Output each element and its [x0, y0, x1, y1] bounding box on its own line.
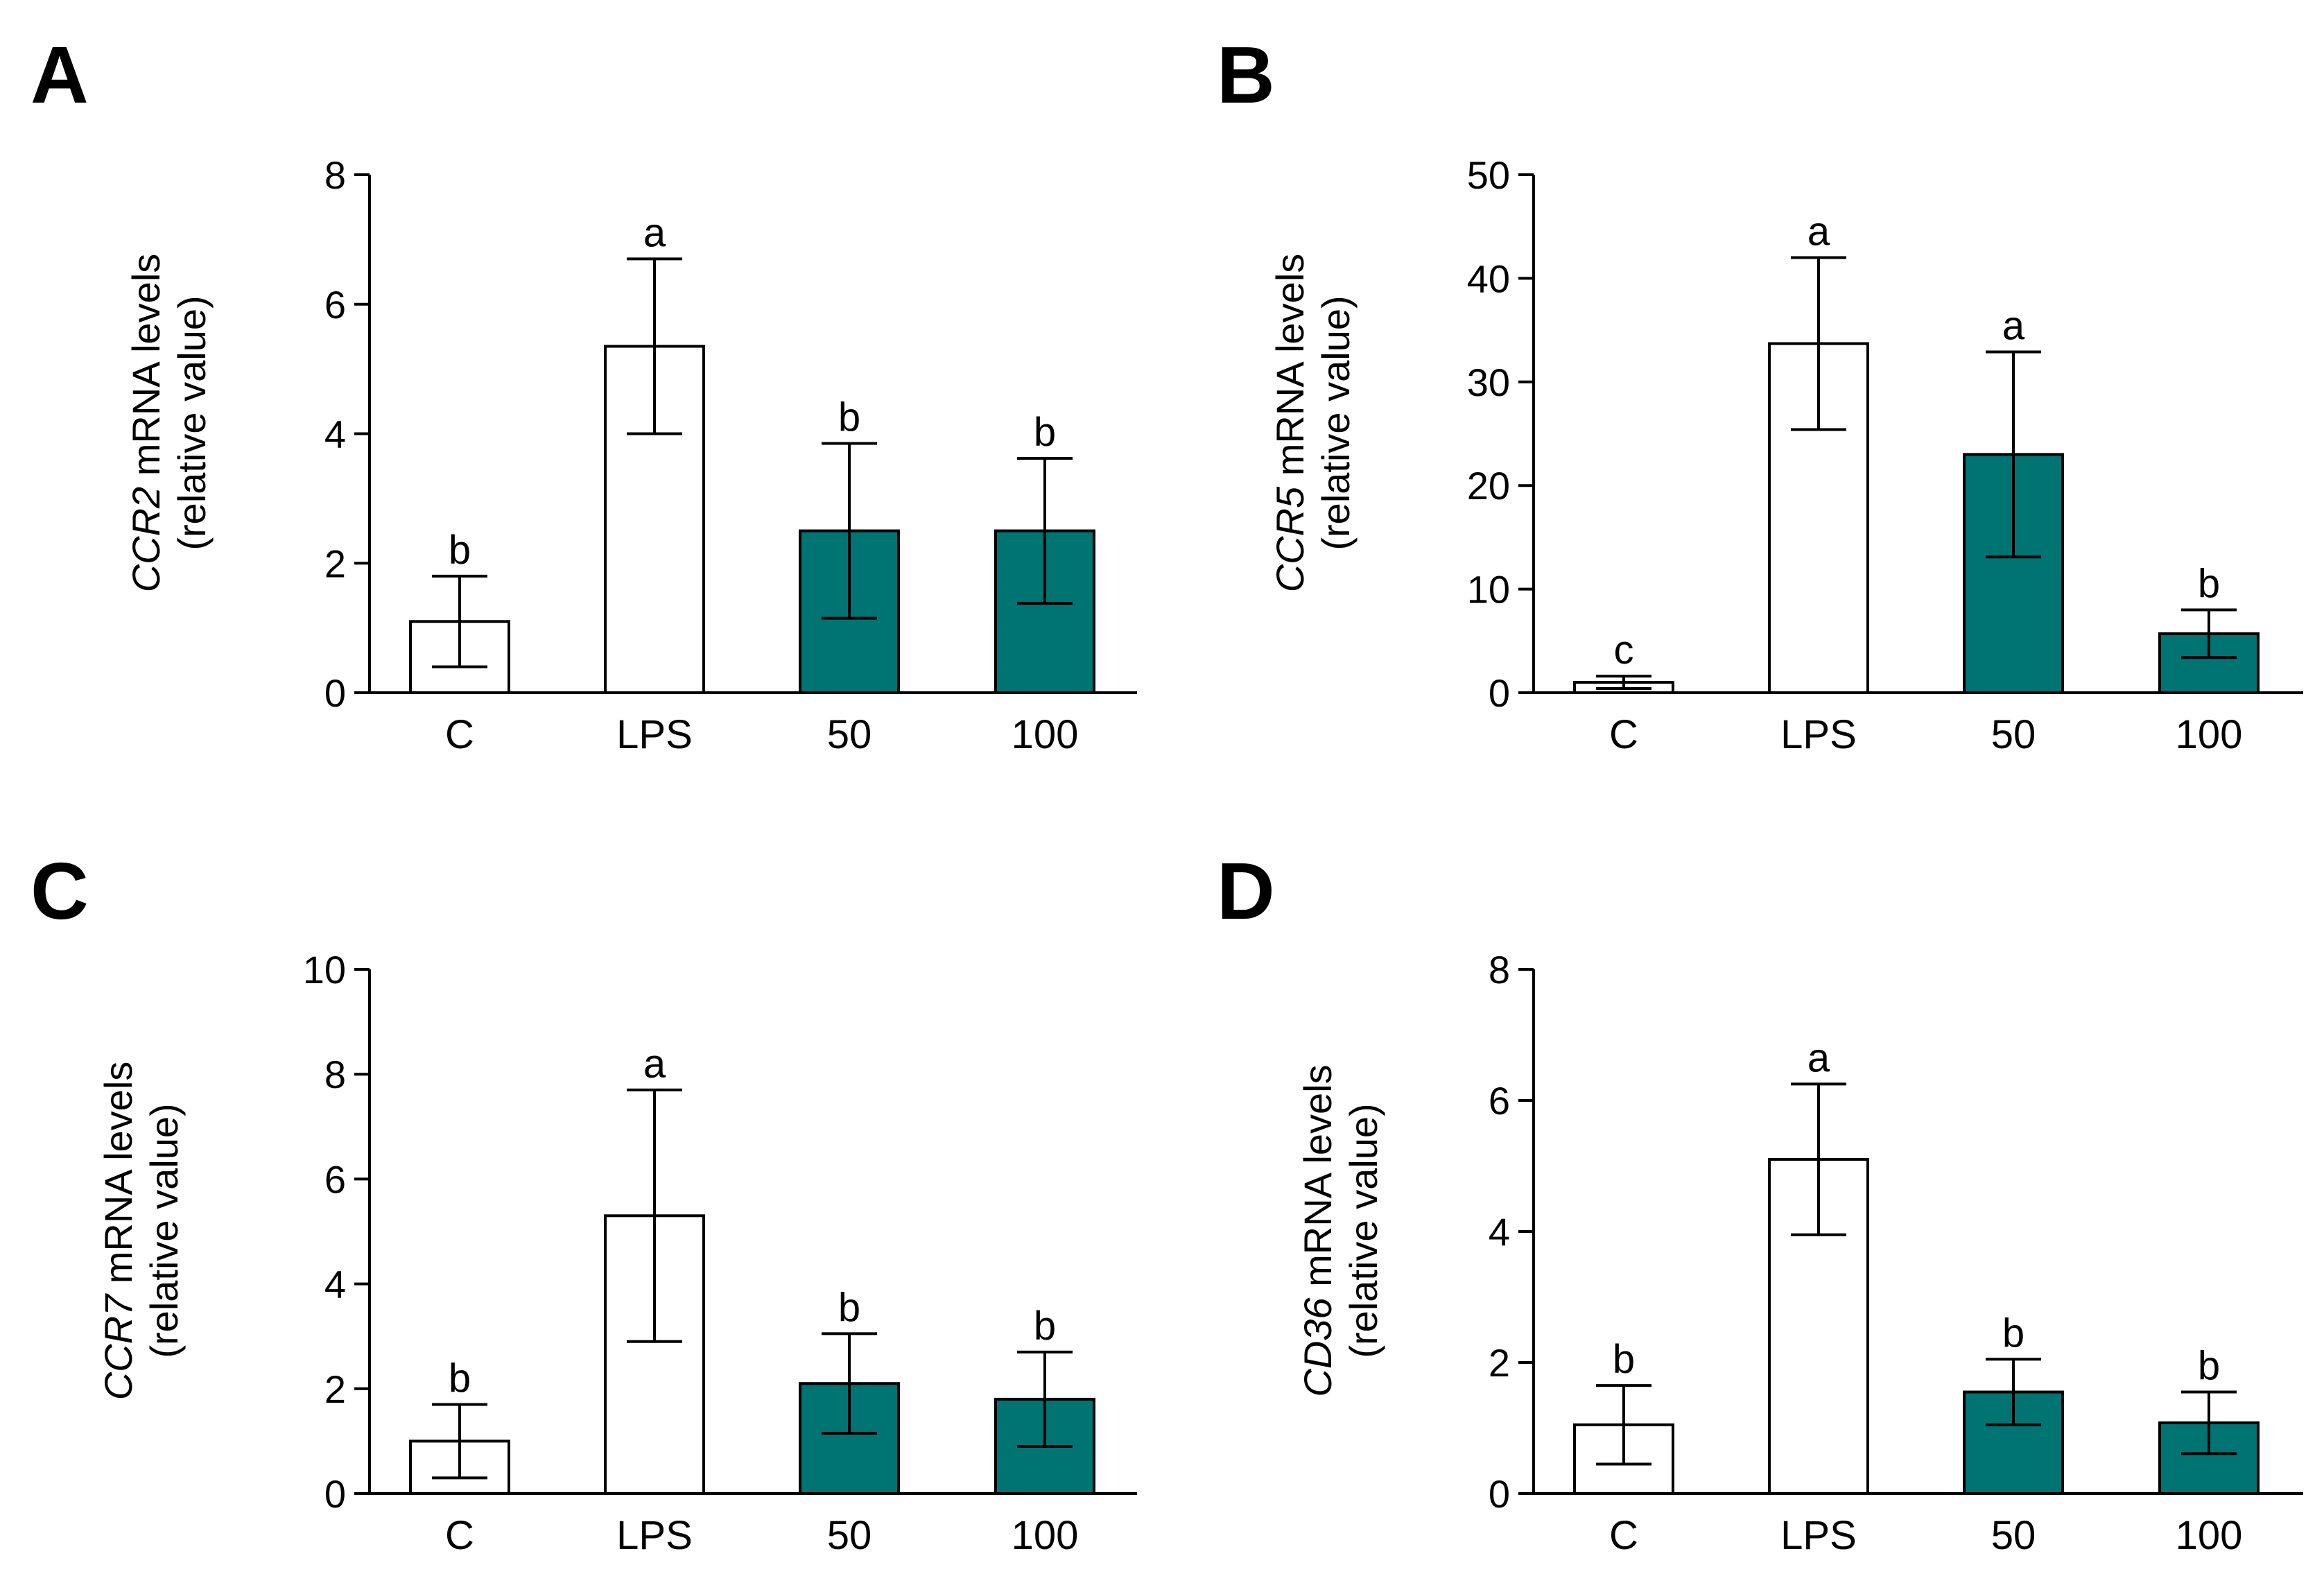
y-tick-label: 0 [324, 671, 346, 715]
y-tick-label: 8 [324, 153, 346, 197]
panel-letter: A [31, 30, 89, 120]
x-tick-label: LPS [1780, 1513, 1857, 1558]
y-tick-label: 6 [1489, 1079, 1510, 1123]
y-axis-title-line2: (relative value) [170, 295, 214, 550]
panel-letter: B [1217, 30, 1275, 120]
y-axis-title-rest: mRNA levels [1296, 1064, 1339, 1297]
chart-panel-a: A CCR2 mRNA levels (relative value) 0 2 4 6 8 b C… [31, 30, 1137, 757]
significance-letter: c [1614, 628, 1634, 673]
y-axis-title-line1: CCR5 mRNA levels [1268, 254, 1312, 593]
significance-letter: b [2198, 1344, 2220, 1389]
chart-panel-c: C CCR7 mRNA levels (relative value) 0 2 4 6 8 10… [31, 846, 1137, 1558]
x-tick-label: 100 [2176, 712, 2243, 757]
x-tick-label: 50 [1991, 1513, 2036, 1558]
significance-letter: b [449, 1356, 471, 1401]
chart-panel-b: B CCR5 mRNA levels (relative value) 0 10 20 30… [1217, 30, 2303, 757]
chart-panel-d: D CD36 mRNA levels (relative value) 0 2 4 6 8 b C… [1217, 846, 2303, 1558]
panel-letter: D [1217, 846, 1275, 936]
y-tick-label: 6 [324, 1157, 346, 1201]
y-axis-title-line1: CCR7 mRNA levels [96, 1062, 140, 1401]
significance-letter: a [643, 210, 666, 255]
x-tick-label: 50 [827, 1513, 872, 1558]
y-axis-title: CCR5 mRNA levels (relative value) [1268, 254, 1358, 593]
x-tick-label: C [1609, 712, 1638, 757]
y-tick-label: 10 [1467, 568, 1510, 612]
y-tick-label: 20 [1467, 464, 1510, 508]
x-tick-label: C [1609, 1513, 1638, 1558]
panel-letter: C [31, 846, 89, 936]
significance-letter: b [2002, 1311, 2024, 1356]
x-tick-label: LPS [1780, 712, 1857, 757]
y-tick-label: 8 [324, 1053, 346, 1096]
y-axis-title-line2: (relative value) [142, 1103, 186, 1358]
y-axis-title: CCR2 mRNA levels (relative value) [124, 254, 214, 593]
significance-letter: b [1034, 1304, 1056, 1349]
x-tick-label: 100 [1012, 1513, 1079, 1558]
y-tick-label: 30 [1467, 361, 1510, 404]
gene-name: CCR5 [1268, 486, 1312, 592]
x-tick-label: 100 [2176, 1513, 2243, 1558]
y-tick-label: 40 [1467, 257, 1510, 300]
y-axis-title-rest: mRNA levels [96, 1062, 140, 1295]
y-tick-label: 50 [1467, 153, 1510, 197]
x-tick-label: 50 [1991, 712, 2036, 757]
y-tick-label: 0 [324, 1472, 346, 1516]
x-tick-label: C [445, 1513, 474, 1558]
gene-name: CD36 [1296, 1297, 1339, 1397]
significance-letter: b [449, 528, 471, 573]
y-tick-label: 8 [1489, 948, 1510, 992]
y-axis-title-line2: (relative value) [1342, 1103, 1385, 1358]
y-tick-label: 4 [1489, 1210, 1510, 1254]
gene-name: CCR7 [96, 1293, 140, 1400]
y-axis-title-rest: mRNA levels [124, 254, 168, 487]
y-tick-label: 6 [324, 283, 346, 327]
significance-letter: a [1807, 1035, 1830, 1080]
y-tick-label: 0 [1489, 1472, 1510, 1516]
y-axis-title: CCR7 mRNA levels (relative value) [96, 1062, 186, 1401]
y-tick-label: 10 [303, 948, 346, 992]
x-tick-label: 50 [827, 712, 872, 757]
x-tick-label: 100 [1012, 712, 1079, 757]
significance-letter: a [2002, 303, 2025, 348]
significance-letter: b [838, 1285, 860, 1330]
y-axis-title-line2: (relative value) [1314, 295, 1358, 550]
gene-name: CCR2 [124, 487, 168, 592]
significance-letter: b [1613, 1337, 1635, 1382]
significance-letter: a [643, 1041, 666, 1087]
y-tick-label: 4 [324, 413, 346, 456]
y-tick-label: 2 [1489, 1341, 1510, 1385]
y-axis-title-rest: mRNA levels [1268, 254, 1312, 487]
y-axis-title: CD36 mRNA levels (relative value) [1296, 1064, 1385, 1396]
x-tick-label: LPS [616, 1513, 693, 1558]
y-axis-title-line1: CCR2 mRNA levels [124, 254, 168, 593]
y-tick-label: 4 [324, 1263, 346, 1306]
x-tick-label: C [445, 712, 474, 757]
significance-letter: b [838, 395, 860, 440]
y-tick-label: 2 [324, 1367, 346, 1411]
y-axis-title-line1: CD36 mRNA levels [1296, 1064, 1339, 1396]
y-tick-label: 2 [324, 542, 346, 585]
y-tick-label: 0 [1489, 671, 1510, 715]
x-tick-label: LPS [616, 712, 693, 757]
significance-letter: a [1807, 209, 1830, 254]
significance-letter: b [1034, 410, 1056, 455]
significance-letter: b [2198, 561, 2220, 606]
